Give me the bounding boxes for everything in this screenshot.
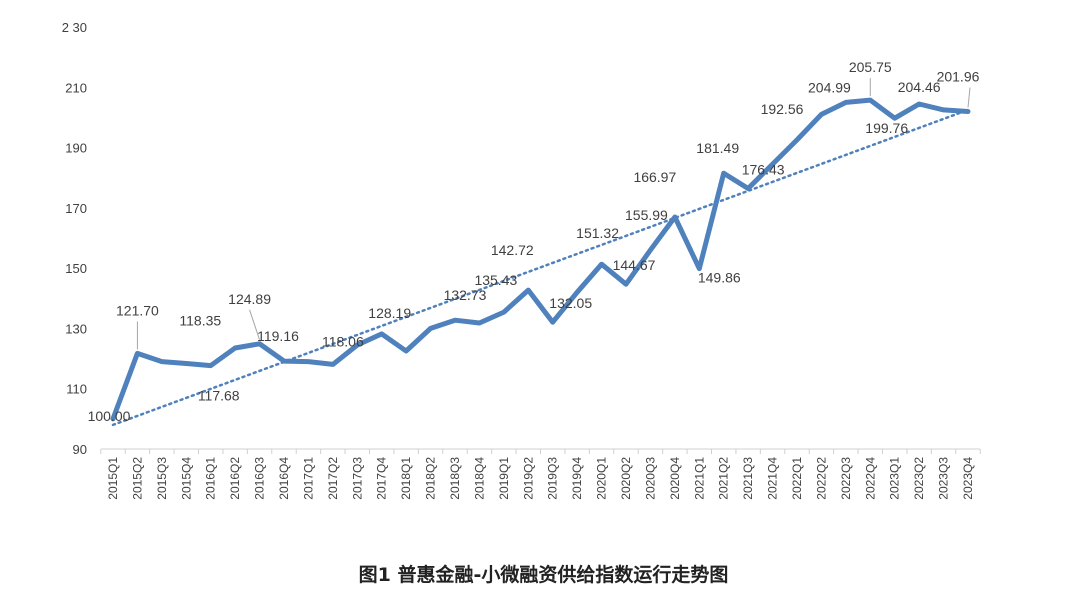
x-tick-label: 2020Q3: [643, 457, 657, 500]
data-label: 142.72: [491, 242, 534, 258]
x-tick-label: 2021Q2: [717, 457, 731, 500]
data-label: 151.32: [576, 225, 619, 241]
y-tick-label: 210: [65, 80, 87, 95]
x-tick-label: 2019Q4: [570, 457, 584, 500]
data-label: 192.56: [761, 101, 804, 117]
y-tick-label: 90: [73, 442, 87, 457]
x-tick-label: 2015Q1: [106, 457, 120, 500]
y-tick-label: 190: [65, 141, 87, 156]
data-label: 128.19: [368, 305, 411, 321]
x-tick-label: 2023Q4: [961, 457, 975, 500]
data-label: 117.68: [198, 388, 240, 404]
data-label: 124.89: [228, 291, 271, 307]
x-tick-label: 2019Q1: [497, 457, 511, 500]
x-tick-label: 2016Q2: [228, 457, 242, 500]
x-tick-label: 2017Q3: [350, 457, 364, 500]
data-label: 121.70: [116, 302, 159, 318]
x-tick-label: 2022Q4: [863, 457, 877, 500]
x-tick-label: 2023Q2: [912, 457, 926, 500]
y-tick-label: 130: [65, 321, 87, 336]
x-tick-label: 2021Q1: [692, 457, 706, 500]
data-label: 155.99: [625, 207, 668, 223]
x-tick-label: 2017Q1: [301, 457, 315, 500]
data-label: 118.06: [322, 333, 364, 349]
series-line: [110, 97, 971, 422]
x-tick-label: 2020Q2: [619, 457, 633, 500]
leader-line: [249, 309, 261, 340]
x-tick-label: 2015Q4: [179, 457, 193, 500]
y-tick-label: 110: [66, 382, 87, 397]
data-label: 135.43: [474, 272, 517, 288]
x-axis: 2015Q1 2015Q2 2015Q3 2015Q4 2016Q1 2016Q2 2016…: [100, 448, 981, 500]
data-label: 176.43: [742, 161, 785, 177]
x-tick-label: 2016Q4: [277, 457, 291, 500]
data-label: 100.00: [88, 408, 131, 424]
x-tick-label: 2020Q1: [595, 457, 609, 500]
data-label: 181.49: [696, 140, 739, 156]
x-tick-label: 2019Q2: [521, 457, 535, 500]
figure-caption: 图1 普惠金融-小微融资供给指数运行走势图: [358, 564, 729, 586]
x-tick-label: 2019Q3: [546, 457, 560, 500]
y-tick-label: 170: [65, 201, 87, 216]
x-tick-label: 2017Q4: [375, 457, 389, 500]
x-tick-label: 2021Q3: [741, 457, 755, 500]
y-tick-label: 150: [65, 261, 87, 276]
data-label: 166.97: [633, 169, 676, 185]
x-tick-label: 2016Q1: [204, 457, 218, 500]
x-tick-label: 2018Q3: [448, 457, 462, 500]
x-tick-label: 2016Q3: [253, 457, 267, 500]
x-tick-label: 2023Q1: [888, 457, 902, 500]
y-axis: 90 110 130 150 170 190 210 2 30: [62, 20, 87, 457]
data-label: 118.35: [179, 313, 221, 329]
x-tick-label: 2017Q2: [326, 457, 340, 500]
data-label: 149.86: [698, 270, 741, 286]
data-label: 204.46: [898, 79, 941, 95]
trendline-path: [111, 108, 970, 427]
series-path: [110, 97, 971, 422]
data-label: 199.76: [865, 120, 908, 136]
leader-line: [967, 87, 971, 108]
x-tick-label: 2015Q3: [155, 457, 169, 500]
data-label: 201.96: [937, 69, 980, 85]
x-tick-label: 2018Q1: [399, 457, 413, 500]
data-labels: 100.00 121.70 118.35 117.68 124.89 119.16 118.…: [88, 59, 980, 424]
x-tick-label: 2022Q3: [839, 457, 853, 500]
data-label: 119.16: [257, 328, 299, 344]
y-tick-label: 2 30: [62, 20, 87, 35]
data-label: 132.73: [444, 287, 487, 303]
x-tick-label: 2018Q2: [424, 457, 438, 500]
data-label: 204.99: [808, 79, 851, 95]
x-tick-label: 2020Q4: [668, 457, 682, 500]
data-label: 132.05: [549, 295, 592, 311]
x-tick-label: 2015Q2: [130, 457, 144, 500]
x-tick-label: 2021Q4: [766, 457, 780, 500]
x-tick-label: 2022Q1: [790, 457, 804, 500]
x-tick-label: 2018Q4: [472, 457, 486, 500]
data-label: 205.75: [849, 59, 892, 75]
x-tick-label: 2023Q3: [937, 457, 951, 500]
x-tick-label: 2022Q2: [814, 457, 828, 500]
trendline: [111, 108, 970, 427]
data-label: 144.67: [613, 257, 656, 273]
